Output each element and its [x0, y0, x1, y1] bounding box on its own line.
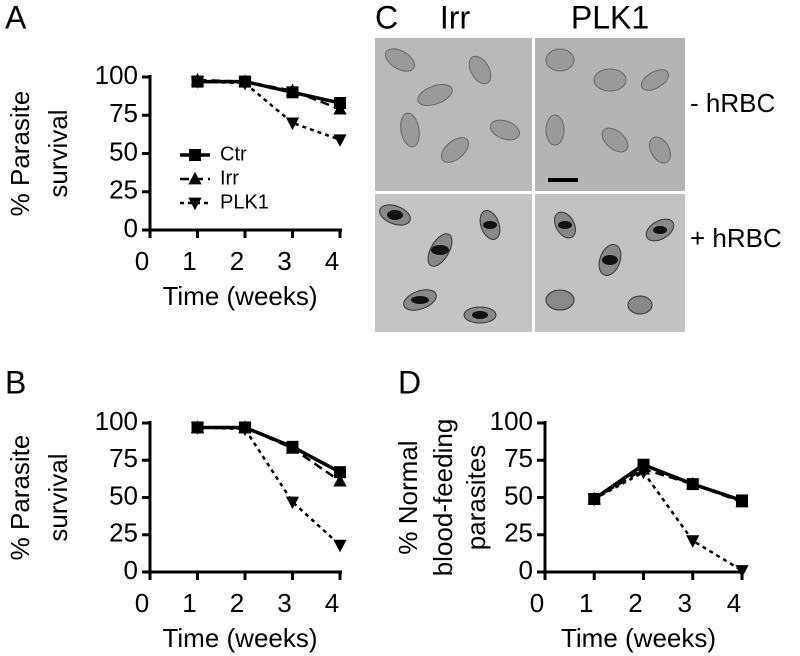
- y-axis-label: % Parasite: [5, 91, 35, 217]
- marker: [285, 441, 300, 454]
- x-tick-label: 4: [325, 246, 339, 276]
- y-tick-label: 50: [109, 136, 138, 166]
- marker: [334, 466, 346, 479]
- x-tick-label: 2: [628, 588, 642, 618]
- marker: [238, 423, 252, 437]
- x-tick-label: 0: [135, 588, 149, 618]
- y-axis-label: survival: [43, 453, 73, 541]
- y-tick-label: 0: [519, 555, 533, 585]
- y-tick-label: 25: [109, 518, 138, 548]
- marker: [238, 77, 252, 91]
- x-tick-label: 0: [135, 246, 149, 276]
- series-line: [197, 80, 341, 141]
- marker: [285, 83, 300, 97]
- panel-c-images: [375, 38, 685, 332]
- y-tick-label: 25: [504, 518, 533, 548]
- marker: [190, 422, 205, 435]
- y-axis-label: % Normal: [393, 440, 423, 554]
- x-axis-label: Time (weeks): [162, 281, 317, 311]
- x-tick-label: 0: [530, 588, 544, 618]
- row-label: - hRBC: [690, 88, 775, 118]
- x-axis-label: Time (weeks): [162, 623, 317, 653]
- series-line: [593, 470, 743, 572]
- legend-marker: [188, 197, 202, 211]
- column-label: PLK1: [571, 0, 649, 35]
- x-tick-label: 1: [182, 246, 196, 276]
- y-axis-label: % Parasite: [5, 435, 35, 561]
- marker: [333, 101, 347, 115]
- panel-letter: A: [5, 0, 27, 35]
- legend-marker: [189, 149, 201, 161]
- legend-marker: [188, 171, 202, 185]
- marker: [333, 539, 347, 553]
- y-tick-label: 25: [109, 175, 138, 205]
- marker: [735, 565, 749, 578]
- series-line: [197, 78, 341, 111]
- series-line: [593, 467, 743, 504]
- marker: [587, 493, 601, 507]
- y-axis-label: survival: [43, 109, 73, 197]
- legend-label: Ctr: [220, 143, 247, 165]
- marker: [285, 496, 300, 510]
- x-tick-label: 2: [230, 588, 244, 618]
- x-tick-label: 2: [230, 246, 244, 276]
- y-tick-label: 100: [490, 406, 533, 436]
- panel-letter: B: [5, 364, 26, 400]
- marker: [285, 117, 300, 131]
- panel-letter: C: [375, 0, 398, 35]
- y-tick-label: 100: [95, 60, 138, 90]
- marker: [686, 476, 700, 490]
- legend-label: PLK1: [220, 191, 269, 213]
- x-tick-label: 3: [678, 588, 692, 618]
- series-line: [197, 426, 341, 547]
- y-axis-label: parasites: [461, 445, 491, 551]
- legend-label: Irr: [220, 167, 239, 189]
- y-tick-label: 75: [109, 98, 138, 128]
- x-tick-label: 4: [325, 588, 339, 618]
- x-tick-label: 4: [727, 588, 741, 618]
- row-label: + hRBC: [690, 223, 782, 253]
- panel-letter: D: [398, 364, 421, 400]
- y-tick-label: 100: [95, 406, 138, 436]
- marker: [686, 535, 700, 548]
- y-tick-label: 50: [504, 480, 533, 510]
- marker: [333, 134, 347, 147]
- series-line: [593, 462, 743, 503]
- x-tick-label: 1: [579, 588, 593, 618]
- x-tick-label: 3: [277, 246, 291, 276]
- marker: [735, 494, 749, 508]
- y-tick-label: 50: [109, 480, 138, 510]
- series-line: [197, 426, 341, 483]
- marker: [190, 76, 205, 89]
- y-tick-label: 0: [124, 213, 138, 243]
- column-label: Irr: [440, 0, 471, 35]
- x-tick-label: 3: [277, 588, 291, 618]
- marker: [636, 466, 651, 480]
- y-tick-label: 75: [109, 443, 138, 473]
- series-line: [197, 79, 341, 105]
- x-tick-label: 1: [182, 588, 196, 618]
- x-axis-label: Time (weeks): [561, 623, 716, 653]
- y-axis-label: blood-feeding: [428, 419, 458, 577]
- marker: [333, 473, 347, 487]
- y-tick-label: 75: [504, 443, 533, 473]
- y-tick-label: 0: [124, 555, 138, 585]
